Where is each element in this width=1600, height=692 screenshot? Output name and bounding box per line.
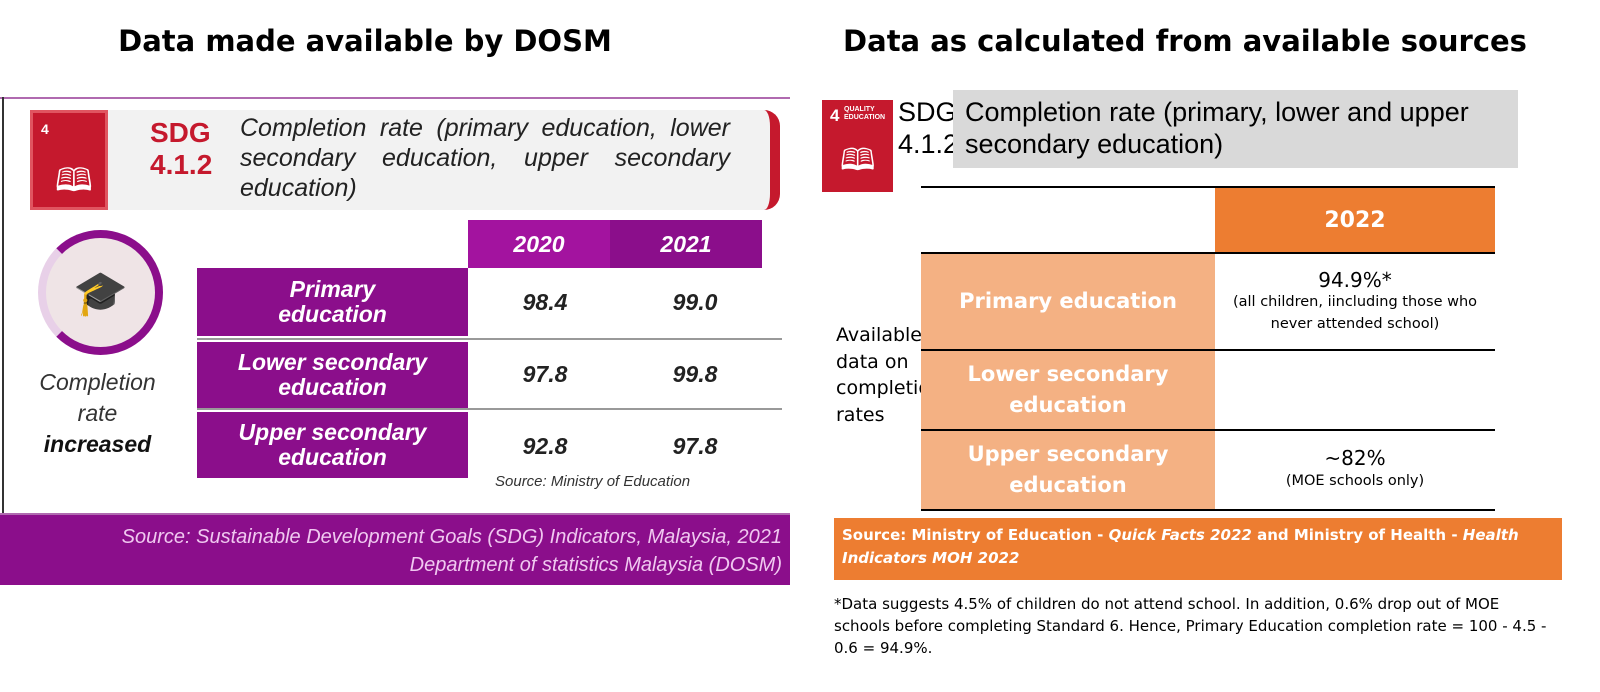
side-text: Completion — [39, 369, 156, 395]
row-label: Upper secondary education — [197, 412, 468, 478]
dosm-panel: 4 🕮 SDG 4.1.2 Completion rate (primary e… — [0, 95, 790, 585]
side-label: Available data on completion rates — [836, 324, 943, 426]
value-note: (MOE schools only) — [1285, 473, 1425, 490]
sdg4-icon: 4 QUALITY EDUCATION 🕮 — [822, 100, 893, 192]
table-source: Source: Ministry of Education — [495, 473, 691, 490]
right-title: Data as calculated from available source… — [843, 24, 1527, 58]
sdg-code: SDG — [150, 117, 211, 148]
cell-value: 98.4 — [522, 289, 568, 315]
column-header-2020: 2020 — [468, 220, 610, 268]
cell-value: 97.8 — [672, 433, 718, 459]
footnote: *Data suggests 4.5% of children do not a… — [834, 595, 1547, 657]
sdg-number: 4 — [41, 121, 49, 137]
cell-value: 92.8 — [522, 433, 568, 459]
indicator-title: Completion rate (primary, lower and uppe… — [953, 90, 1518, 168]
source-title: Health Indicators MOH 2022 — [842, 526, 1519, 567]
cell-value: ~82% (MOE schools only) — [1215, 431, 1495, 509]
left-title: Data made available by DOSM — [118, 24, 612, 58]
source-band: Source: Ministry of Education - Quick Fa… — [834, 518, 1562, 580]
sdg-code: SDG — [898, 97, 957, 127]
row-label: Primary education — [197, 268, 468, 336]
sdg-label: QUALITY EDUCATION — [844, 106, 886, 121]
book-icon: 🕮 — [840, 144, 876, 177]
side-text-bold: increased — [43, 431, 152, 458]
cell-value: 94.9%* (all children, iincluding those w… — [1215, 254, 1495, 349]
row-label: Upper secondary education — [921, 431, 1215, 509]
sdg-number-code: 4.1.2 — [150, 149, 213, 181]
value: ~82% — [1324, 446, 1386, 471]
row-label: Lower secondary education — [197, 342, 468, 408]
source-text: and Ministry of Health - — [1251, 526, 1463, 544]
source-title: Quick Facts 2022 — [1108, 526, 1252, 544]
footer-line: Source: Sustainable Development Goals (S… — [121, 526, 782, 548]
source-text: Source: Ministry of Education - — [842, 526, 1109, 544]
footer-line: Department of statistics Malaysia (DOSM) — [409, 554, 782, 576]
value: 94.9%* — [1318, 268, 1392, 293]
cell-value: 99.8 — [672, 361, 718, 387]
indicator-title: Completion rate (primary education, lowe… — [240, 114, 730, 202]
sdg4-icon: 4 🕮 — [30, 110, 108, 210]
column-header-2021: 2021 — [610, 220, 762, 268]
row-label: Primary education — [921, 254, 1215, 349]
side-text: rate — [77, 400, 118, 427]
sdg-number-code: 4.1.2 — [898, 129, 959, 160]
book-icon: 🕮 — [55, 162, 93, 198]
value-note: (all children, iincluding those who neve… — [1232, 294, 1478, 332]
cell-value: 97.8 — [522, 361, 568, 387]
graduation-books-icon: 🎓 — [38, 230, 163, 355]
dosm-footer: Source: Sustainable Development Goals (S… — [0, 515, 790, 585]
column-header-2022: 2022 — [1215, 188, 1495, 252]
row-label: Lower secondary education — [921, 351, 1215, 429]
cell-value: 99.0 — [672, 289, 718, 315]
sdg-number: 4 — [830, 106, 840, 125]
